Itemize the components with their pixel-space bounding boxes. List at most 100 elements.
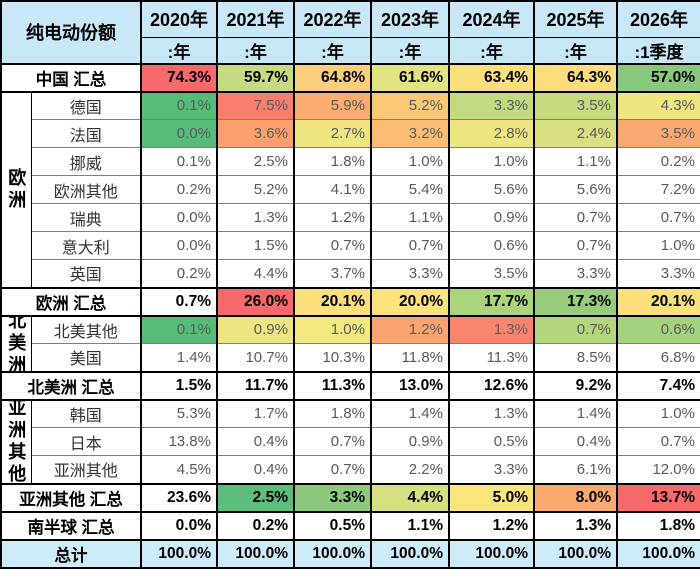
period-header-cell[interactable]: :年: [533, 36, 618, 65]
value-cell[interactable]: 59.7%: [216, 62, 295, 93]
value-cell[interactable]: 3.5%: [533, 91, 618, 120]
value-cell[interactable]: 0.0%: [140, 510, 218, 541]
value-cell[interactable]: 5.6%: [533, 175, 618, 204]
value-cell[interactable]: 6.8%: [616, 343, 700, 372]
value-cell[interactable]: 0.9%: [216, 315, 295, 344]
value-cell[interactable]: 20.1%: [293, 286, 372, 317]
value-cell[interactable]: 4.5%: [140, 455, 218, 484]
value-cell[interactable]: 4.4%: [370, 482, 450, 513]
value-cell[interactable]: 5.3%: [140, 399, 218, 428]
row-label-cell[interactable]: 北美其他: [30, 315, 142, 344]
value-cell[interactable]: 0.9%: [370, 427, 450, 456]
value-cell[interactable]: 0.1%: [140, 91, 218, 120]
value-cell[interactable]: 10.7%: [216, 343, 295, 372]
row-label-cell[interactable]: 挪威: [30, 147, 142, 176]
value-cell[interactable]: 2.5%: [216, 147, 295, 176]
row-label-cell[interactable]: 德国: [30, 91, 142, 120]
value-cell[interactable]: 20.0%: [370, 286, 450, 317]
row-label-cell[interactable]: 韩国: [30, 399, 142, 428]
value-cell[interactable]: 0.9%: [448, 203, 535, 232]
period-header-cell[interactable]: :年: [293, 36, 372, 65]
value-cell[interactable]: 0.1%: [140, 315, 218, 344]
row-label-cell[interactable]: 意大利: [30, 231, 142, 260]
value-cell[interactable]: 9.2%: [533, 370, 618, 401]
row-label-cell[interactable]: 美国: [30, 343, 142, 372]
value-cell[interactable]: 0.6%: [616, 315, 700, 344]
value-cell[interactable]: 5.4%: [370, 175, 450, 204]
value-cell[interactable]: 100.0%: [370, 538, 450, 569]
value-cell[interactable]: 1.5%: [216, 231, 295, 260]
value-cell[interactable]: 0.7%: [616, 203, 700, 232]
year-header-cell[interactable]: 2022年: [293, 0, 372, 38]
summary-label-cell[interactable]: 北美洲 汇总: [1, 370, 142, 401]
value-cell[interactable]: 2.2%: [370, 455, 450, 484]
year-header-cell[interactable]: 2026年: [616, 0, 700, 38]
value-cell[interactable]: 5.2%: [370, 91, 450, 120]
value-cell[interactable]: 0.1%: [140, 147, 218, 176]
value-cell[interactable]: 1.3%: [448, 399, 535, 428]
value-cell[interactable]: 1.3%: [216, 203, 295, 232]
year-header-cell[interactable]: 2021年: [216, 0, 295, 38]
value-cell[interactable]: 0.7%: [293, 455, 372, 484]
value-cell[interactable]: 1.0%: [616, 399, 700, 428]
value-cell[interactable]: 74.3%: [140, 62, 218, 93]
period-header-cell[interactable]: :年: [140, 36, 218, 65]
value-cell[interactable]: 1.8%: [293, 147, 372, 176]
value-cell[interactable]: 7.5%: [216, 91, 295, 120]
value-cell[interactable]: 3.3%: [616, 259, 700, 288]
period-header-cell[interactable]: :1季度: [616, 36, 700, 65]
group-label-cell[interactable]: 欧洲: [1, 91, 32, 288]
value-cell[interactable]: 13.8%: [140, 427, 218, 456]
value-cell[interactable]: 8.0%: [533, 482, 618, 513]
value-cell[interactable]: 0.7%: [616, 427, 700, 456]
value-cell[interactable]: 64.8%: [293, 62, 372, 93]
value-cell[interactable]: 1.3%: [448, 315, 535, 344]
value-cell[interactable]: 13.0%: [370, 370, 450, 401]
value-cell[interactable]: 0.7%: [293, 427, 372, 456]
value-cell[interactable]: 1.5%: [140, 370, 218, 401]
value-cell[interactable]: 11.3%: [448, 343, 535, 372]
value-cell[interactable]: 1.0%: [293, 315, 372, 344]
value-cell[interactable]: 5.9%: [293, 91, 372, 120]
value-cell[interactable]: 1.1%: [533, 147, 618, 176]
value-cell[interactable]: 1.2%: [293, 203, 372, 232]
value-cell[interactable]: 5.6%: [448, 175, 535, 204]
row-label-cell[interactable]: 瑞典: [30, 203, 142, 232]
value-cell[interactable]: 1.0%: [448, 147, 535, 176]
summary-label-cell[interactable]: 欧洲 汇总: [1, 286, 142, 317]
period-header-cell[interactable]: :年: [370, 36, 450, 65]
year-header-cell[interactable]: 2025年: [533, 0, 618, 38]
value-cell[interactable]: 3.2%: [370, 119, 450, 148]
value-cell[interactable]: 3.3%: [533, 259, 618, 288]
value-cell[interactable]: 1.4%: [370, 399, 450, 428]
value-cell[interactable]: 0.2%: [140, 259, 218, 288]
total-label-cell[interactable]: 总计: [1, 538, 142, 569]
year-header-cell[interactable]: 2023年: [370, 0, 450, 38]
group-label-cell[interactable]: 亚洲其他: [1, 399, 32, 484]
value-cell[interactable]: 1.7%: [216, 399, 295, 428]
value-cell[interactable]: 1.8%: [616, 510, 700, 541]
value-cell[interactable]: 1.0%: [616, 231, 700, 260]
value-cell[interactable]: 4.3%: [616, 91, 700, 120]
value-cell[interactable]: 1.8%: [293, 399, 372, 428]
value-cell[interactable]: 12.0%: [616, 455, 700, 484]
value-cell[interactable]: 11.7%: [216, 370, 295, 401]
value-cell[interactable]: 100.0%: [293, 538, 372, 569]
value-cell[interactable]: 1.1%: [370, 510, 450, 541]
value-cell[interactable]: 1.2%: [370, 315, 450, 344]
summary-label-cell[interactable]: 中国 汇总: [1, 62, 142, 93]
value-cell[interactable]: 1.3%: [533, 510, 618, 541]
value-cell[interactable]: 3.5%: [616, 119, 700, 148]
value-cell[interactable]: 8.5%: [533, 343, 618, 372]
value-cell[interactable]: 0.7%: [533, 203, 618, 232]
value-cell[interactable]: 100.0%: [533, 538, 618, 569]
group-label-cell[interactable]: 北美洲: [1, 315, 32, 372]
summary-label-cell[interactable]: 南半球 汇总: [1, 510, 142, 541]
value-cell[interactable]: 0.5%: [448, 427, 535, 456]
value-cell[interactable]: 0.2%: [140, 175, 218, 204]
value-cell[interactable]: 12.6%: [448, 370, 535, 401]
value-cell[interactable]: 100.0%: [140, 538, 218, 569]
value-cell[interactable]: 4.1%: [293, 175, 372, 204]
value-cell[interactable]: 5.2%: [216, 175, 295, 204]
value-cell[interactable]: 11.3%: [293, 370, 372, 401]
